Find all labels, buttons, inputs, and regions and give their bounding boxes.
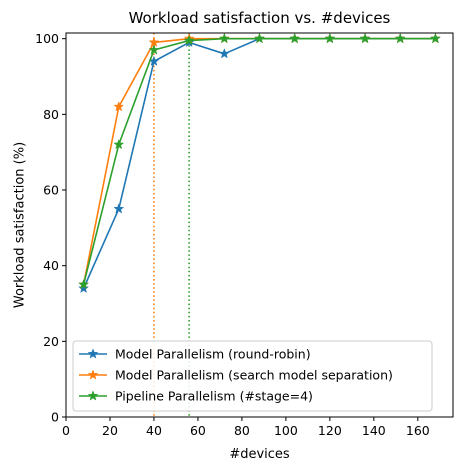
- legend-marker: [87, 369, 99, 380]
- data-point: [78, 278, 90, 290]
- y-tick-label: 0: [51, 410, 59, 425]
- x-tick-label: 80: [234, 423, 250, 438]
- x-tick-label: 40: [146, 423, 162, 438]
- y-axis-label: Workload satisfaction (%): [13, 142, 28, 308]
- legend-item: Model Parallelism (search model separati…: [79, 368, 393, 383]
- series-line: [82, 37, 436, 285]
- data-point: [324, 32, 336, 44]
- x-tick-label: 140: [362, 423, 386, 438]
- legend-label: Model Parallelism (round-robin): [115, 347, 311, 362]
- y-tick-label: 60: [43, 183, 59, 198]
- plot-frame: [65, 32, 454, 418]
- data-point: [359, 32, 371, 44]
- data-point: [289, 32, 301, 44]
- legend-marker: [87, 348, 99, 359]
- x-tick-label: 0: [62, 423, 70, 438]
- data-point: [113, 138, 125, 150]
- data-point: [113, 203, 125, 214]
- x-tick-label: 120: [318, 423, 342, 438]
- series-layer: [78, 32, 441, 293]
- x-axis-label: #devices: [229, 447, 290, 462]
- x-axis: 0 20 40 60 80 100 120 140 160: [62, 417, 430, 438]
- y-tick-label: 40: [43, 258, 59, 273]
- data-point: [429, 32, 441, 44]
- legend-item: Model Parallelism (round-robin): [79, 347, 311, 362]
- data-point: [218, 32, 230, 44]
- x-tick-label: 160: [406, 423, 430, 438]
- series: [78, 32, 441, 293]
- data-point: [183, 34, 195, 46]
- series: [78, 32, 441, 290]
- data-point: [218, 48, 230, 59]
- data-point: [254, 32, 265, 44]
- y-tick-label: 20: [43, 334, 59, 349]
- data-point: [78, 282, 90, 293]
- legend-label: Model Parallelism (search model separati…: [115, 368, 393, 383]
- y-tick-label: 80: [43, 107, 59, 122]
- chart-title: Workload satisfaction vs. #devices: [129, 9, 391, 27]
- y-axis: 0 20 40 60 80 100: [35, 31, 66, 425]
- data-point: [148, 44, 160, 55]
- x-tick-label: 100: [274, 423, 298, 438]
- y-tick-label: 100: [35, 31, 59, 46]
- legend-box: [72, 340, 433, 412]
- legend-marker: [87, 390, 99, 401]
- x-tick-label: 20: [102, 423, 118, 438]
- series: [78, 32, 441, 290]
- legend-label: Pipeline Parallelism (#stage=4): [115, 389, 313, 404]
- data-point: [394, 32, 406, 44]
- x-tick-label: 60: [190, 423, 206, 438]
- data-point: [113, 101, 125, 112]
- legend: Model Parallelism (round-robin) Model Par…: [72, 340, 433, 412]
- legend-item: Pipeline Parallelism (#stage=4): [79, 389, 313, 404]
